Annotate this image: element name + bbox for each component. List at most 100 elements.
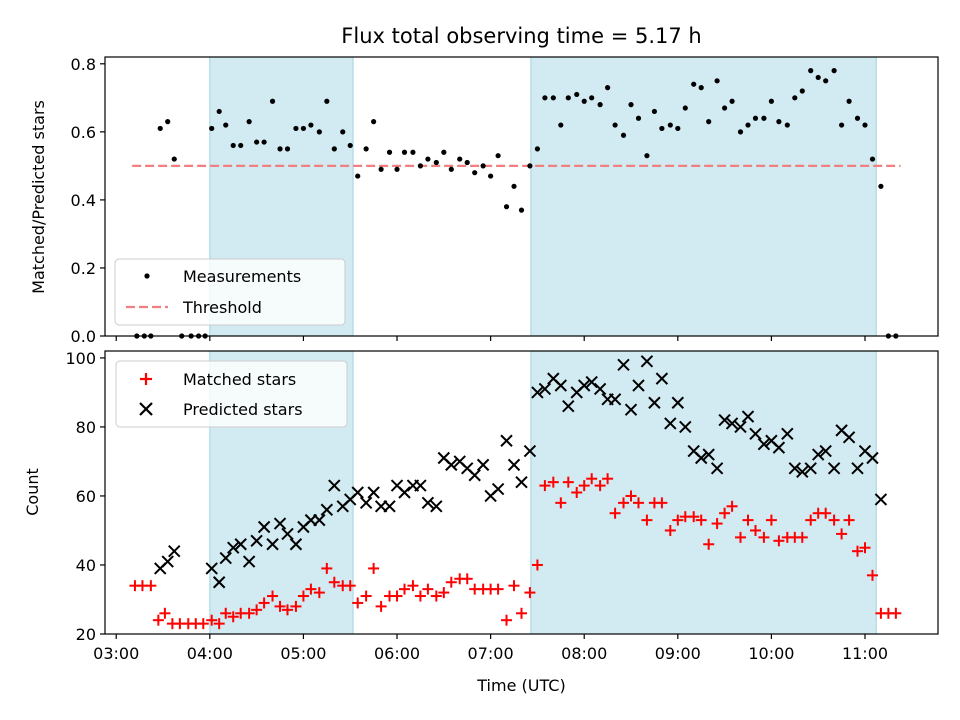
bottom-axes-frame [104, 350, 939, 635]
measurement-point [527, 163, 533, 169]
measurement-point [331, 146, 337, 152]
predicted-point [320, 503, 334, 516]
measurement-point [347, 142, 353, 149]
measurement-point [815, 74, 821, 81]
measurement-point [340, 129, 346, 135]
matched-point [290, 600, 302, 612]
matched-point [632, 497, 644, 509]
measurement-point [425, 156, 431, 162]
predicted-point [414, 479, 427, 492]
matched-point [555, 497, 567, 509]
legend-predicted-marker [139, 402, 153, 416]
matched-point [688, 511, 700, 523]
measurement-point [722, 105, 728, 111]
matched-point [602, 473, 614, 485]
matched-point [726, 500, 738, 512]
measurement-point [518, 207, 525, 213]
matched-point [391, 590, 403, 602]
y-tick-label: 0.6 [71, 123, 96, 142]
matched-point [321, 562, 333, 574]
matched-point [524, 587, 536, 599]
y-tick-label: 60 [76, 487, 96, 506]
predicted-point [632, 379, 645, 392]
predicted-point [819, 444, 832, 458]
measurement-point [675, 125, 681, 132]
matched-point [492, 583, 504, 595]
predicted-point [281, 527, 294, 541]
measurement-point [316, 129, 322, 135]
matched-point [820, 507, 832, 519]
predicted-point [734, 420, 747, 434]
predicted-point [500, 434, 513, 447]
predicted-point [476, 458, 490, 472]
matched-point [664, 524, 676, 536]
measurement-point [324, 98, 330, 104]
predicted-point [718, 413, 731, 427]
measurement-point [542, 95, 548, 101]
measurement-point [433, 159, 439, 166]
predicted-point [679, 420, 692, 434]
predicted-point [640, 355, 654, 368]
predicted-point [313, 513, 326, 527]
predicted-point [250, 534, 263, 548]
predicted-point [585, 375, 598, 389]
measurement-point [776, 119, 782, 125]
top-legend-box [114, 258, 346, 326]
measurement-point [605, 85, 611, 91]
matched-point [618, 497, 630, 509]
measurement-point [503, 204, 510, 210]
measurement-point [823, 78, 829, 84]
measurement-point [480, 163, 486, 169]
measurement-point [792, 95, 798, 101]
matched-point [625, 490, 637, 502]
measurement-point [378, 166, 384, 172]
predicted-point [507, 458, 521, 472]
legend-matched-label: Matched stars [183, 370, 296, 389]
top-panel: 0.00.20.40.60.8 Matched/Predicted stars … [29, 55, 939, 346]
matched-point [656, 497, 668, 509]
top-axes-frame [104, 56, 939, 337]
matched-point [711, 518, 723, 530]
bottom-legend-box [115, 360, 348, 428]
measurement-point [300, 125, 307, 132]
measurement-point [550, 95, 556, 101]
matched-point [641, 514, 653, 526]
x-tick-label: 10:00 [748, 644, 794, 663]
measurement-point [472, 170, 478, 176]
measurement-point [612, 122, 618, 128]
matched-point [344, 580, 356, 592]
predicted-point [328, 479, 341, 492]
measurement-point [254, 139, 260, 145]
predicted-point [531, 386, 544, 399]
matched-point [399, 583, 411, 595]
predicted-point [593, 382, 607, 396]
predicted-point [219, 551, 232, 565]
x-tick-label: 08:00 [561, 644, 607, 663]
measurement-point [534, 146, 541, 152]
x-tick-label: 05:00 [280, 644, 326, 663]
matched-point [735, 531, 747, 543]
measurement-point [417, 163, 424, 169]
predicted-point [430, 500, 443, 513]
measurement-point [644, 153, 650, 159]
measurement-point [831, 68, 837, 74]
matched-point [328, 576, 340, 588]
matched-point [368, 562, 380, 574]
matched-point [836, 528, 848, 540]
x-tick-label: 09:00 [655, 644, 701, 663]
legend-measurements-label: Measurements [183, 267, 301, 286]
predicted-point [710, 462, 724, 475]
measurement-point [246, 119, 252, 125]
top-observing-windows [209, 57, 877, 336]
top-y-axis-label: Matched/Predicted stars [29, 100, 48, 294]
matched-point [866, 569, 878, 581]
matched-point [578, 480, 590, 492]
measurement-point [238, 142, 244, 149]
measurement-point [854, 115, 861, 121]
legend-threshold-label: Threshold [182, 298, 262, 317]
measurement-point [209, 125, 215, 132]
measurement-point [293, 125, 299, 132]
matched-point [313, 587, 325, 599]
legend-predicted-label: Predicted stars [183, 400, 303, 419]
predicted-point [523, 444, 537, 458]
